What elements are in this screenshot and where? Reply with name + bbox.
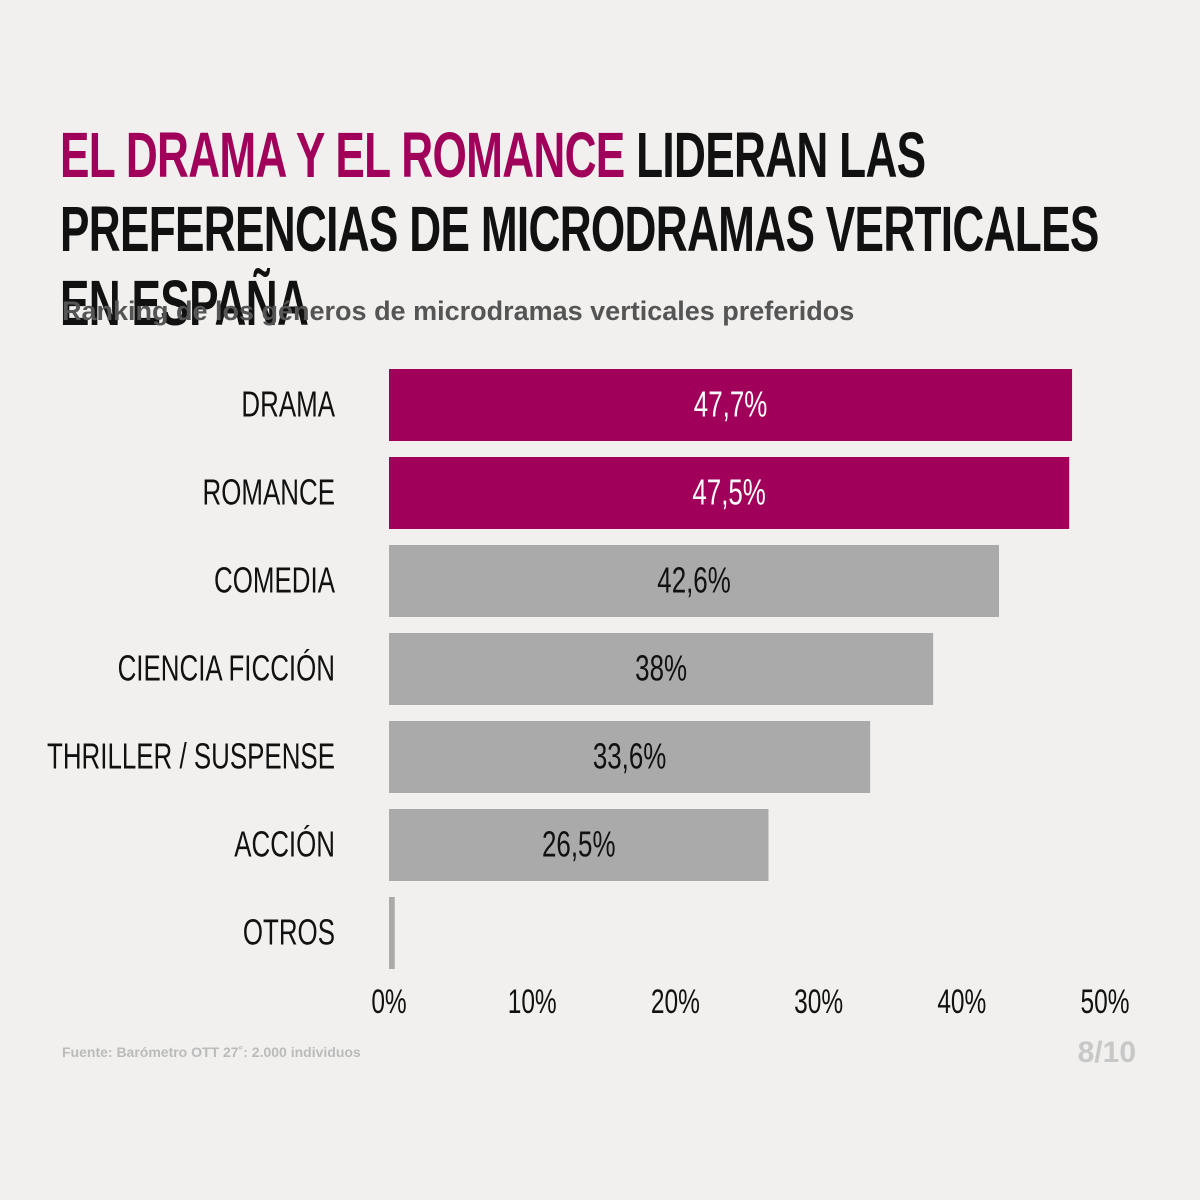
bar xyxy=(389,809,769,881)
value-label: 38% xyxy=(635,648,687,688)
category-label: ACCIÓN xyxy=(234,824,335,864)
x-tick-label: 40% xyxy=(937,983,986,1021)
x-tick-label: 0% xyxy=(371,983,406,1021)
x-tick-label: 20% xyxy=(651,983,700,1021)
bar xyxy=(389,457,1070,529)
category-label: CIENCIA FICCIÓN xyxy=(118,648,335,688)
value-label: 47,7% xyxy=(694,384,767,424)
title-rest: LIDERAN LAS PREFERENCIAS DE MICRODRAMAS … xyxy=(60,119,1099,339)
bar xyxy=(389,545,1000,617)
value-label: 26,5% xyxy=(542,824,615,864)
x-tick-label: 30% xyxy=(794,983,843,1021)
bar xyxy=(389,721,871,793)
x-tick-label: 10% xyxy=(508,983,557,1021)
title-highlight: EL DRAMA Y EL ROMANCE xyxy=(60,119,625,191)
value-label: 47,5% xyxy=(692,472,765,512)
x-tick-label: 50% xyxy=(1081,983,1130,1021)
source: Fuente: Barómetro OTT 27˚: 2.000 individ… xyxy=(62,1044,361,1060)
category-label: OTROS xyxy=(243,912,335,952)
category-label: THRILLER / SUSPENSE xyxy=(47,736,335,776)
category-label: ROMANCE xyxy=(203,472,335,512)
category-label: DRAMA xyxy=(241,384,335,424)
value-label: 42,6% xyxy=(657,560,730,600)
page-number: 8/10 xyxy=(1077,1036,1136,1069)
subtitle: Ranking de los géneros de microdramas ve… xyxy=(62,296,855,326)
bar xyxy=(389,897,395,969)
bar xyxy=(389,369,1073,441)
bar xyxy=(389,633,934,705)
category-label: COMEDIA xyxy=(214,560,335,600)
title: EL DRAMA Y EL ROMANCE LIDERAN LAS PREFER… xyxy=(60,118,1150,340)
value-label: 33,6% xyxy=(593,736,666,776)
